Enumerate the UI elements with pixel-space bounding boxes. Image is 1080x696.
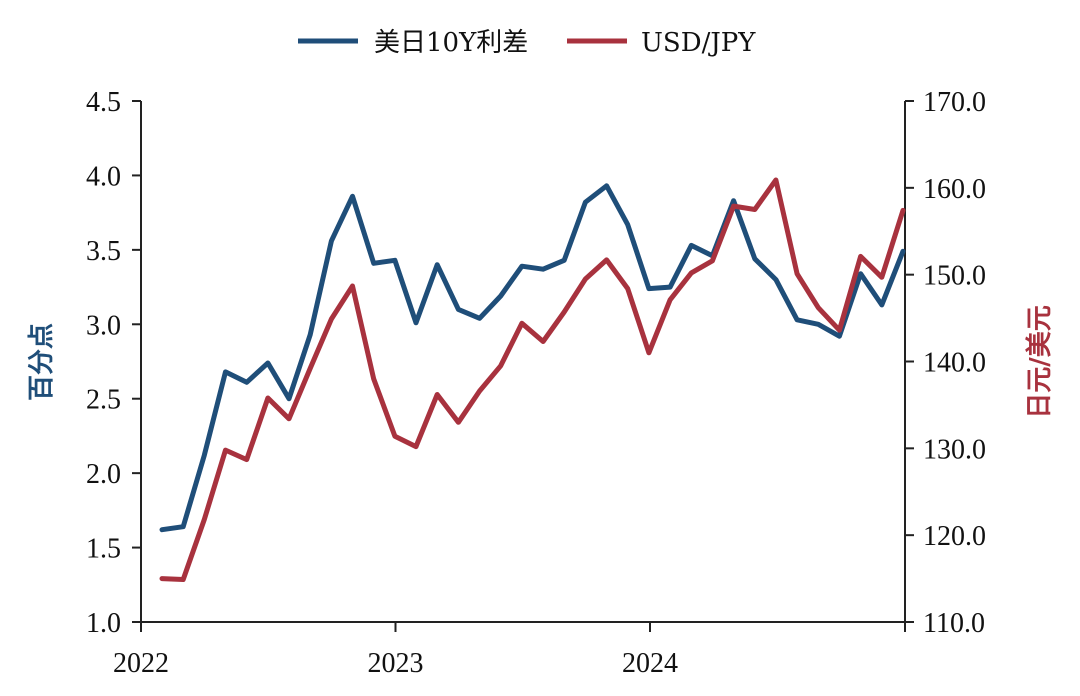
- right-tick-label: 130.0: [923, 434, 986, 465]
- right-tick-label: 140.0: [923, 348, 986, 379]
- left-tick-label: 3.0: [86, 310, 121, 341]
- series-line-usdjpy: [159, 177, 906, 582]
- x-tick-label: 2022: [113, 648, 169, 679]
- left-axis-title: 百分点: [26, 323, 57, 401]
- series-line-spread: [159, 183, 906, 533]
- left-tick-label: 1.5: [86, 534, 121, 565]
- legend-label-usdjpy: USD/JPY: [641, 28, 756, 58]
- right-tick-label: 120.0: [923, 521, 986, 552]
- left-tick-label: 4.0: [86, 161, 121, 192]
- legend-label-spread: 美日10Y利差: [374, 28, 528, 58]
- left-tick-label: 1.0: [86, 608, 121, 639]
- x-tick-label: 2023: [368, 648, 424, 679]
- left-tick-label: 2.0: [86, 459, 121, 490]
- right-tick-label: 150.0: [923, 261, 986, 292]
- right-tick-label: 110.0: [923, 608, 985, 639]
- left-tick-label: 4.5: [86, 87, 121, 118]
- x-ticks: 2022 2023 2024: [113, 622, 906, 679]
- right-y-ticks: 110.0 120.0 130.0 140.0 150.0 160.0 170.0: [905, 87, 986, 639]
- right-tick-label: 160.0: [923, 174, 986, 205]
- x-tick-label: 2024: [622, 648, 678, 679]
- series-layer: [159, 177, 906, 582]
- left-y-ticks: 1.0 1.5 2.0 2.5 3.0 3.5 4.0 4.5: [86, 87, 141, 639]
- legend: 美日10Y利差 USD/JPY: [298, 28, 756, 58]
- right-axis-title: 日元/美元: [1024, 305, 1055, 419]
- left-tick-label: 3.5: [86, 236, 121, 267]
- left-tick-label: 2.5: [86, 385, 121, 416]
- axes: [140, 101, 906, 623]
- right-tick-label: 170.0: [923, 87, 986, 118]
